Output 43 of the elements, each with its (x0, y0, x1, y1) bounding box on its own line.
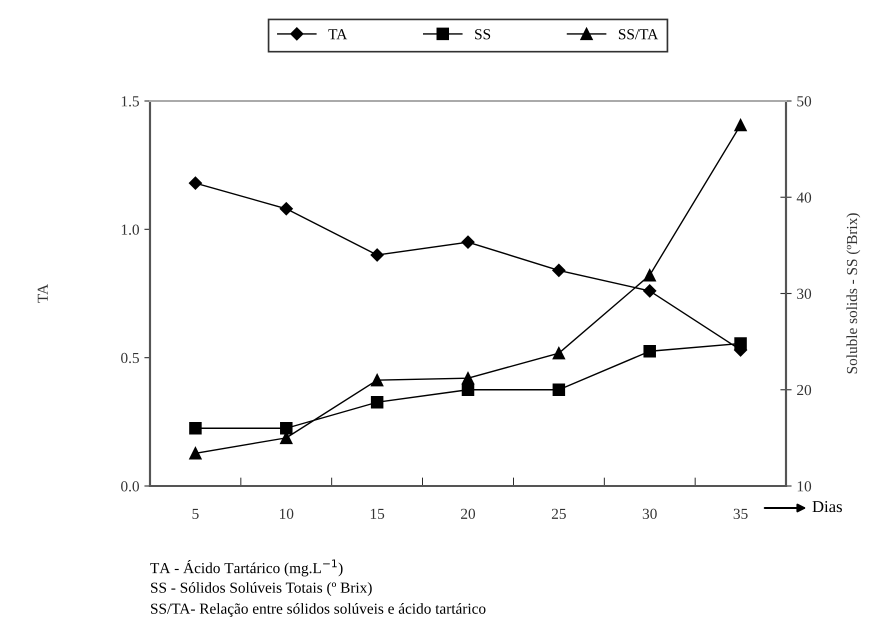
text: Dias (812, 500, 842, 512)
y-axis-title: TA (38, 284, 48, 303)
y-tick-label: 1.5 (122, 96, 139, 107)
point (461, 236, 475, 249)
point (643, 345, 656, 358)
x-tick-label: 35 (734, 508, 748, 519)
y2-tick-label: 10 (798, 481, 812, 492)
legend-label: TA (328, 29, 348, 40)
y-tick-label: 0.0 (121, 481, 139, 492)
point (280, 422, 293, 434)
point (189, 447, 202, 460)
y-tick-label: 0.5 (121, 352, 139, 364)
legend-label: SS (475, 29, 490, 40)
point (462, 372, 474, 384)
point (370, 248, 384, 262)
legend-label: SS/TA (618, 29, 658, 40)
point (552, 346, 566, 360)
point (643, 268, 656, 282)
y2-tick-label: 50 (797, 96, 812, 106)
x-tick-label: 30 (642, 508, 657, 519)
y2-axis-title: Soluble solids - SS (ºBrix) (846, 213, 860, 374)
point (552, 264, 566, 277)
text: TA - Ácido Tartárico (mg.L$^{−1}$) (150, 559, 343, 576)
point (188, 176, 202, 190)
x-tick-label: 15 (370, 508, 384, 519)
y2-tick-label: 20 (797, 384, 812, 396)
point (370, 374, 384, 386)
text: SS/TA- Relação entre sólidos solúveis e ácido tartárico (151, 603, 486, 617)
point (370, 396, 384, 409)
y-tick-label: 1.0 (122, 224, 139, 235)
x-tick-label: 20 (461, 508, 476, 519)
x-tick-label: 5 (192, 508, 199, 519)
y2-tick-label: 30 (797, 288, 812, 299)
point (643, 284, 656, 298)
point (189, 422, 202, 434)
y2-tick-label: 40 (796, 192, 812, 203)
point (734, 118, 747, 132)
point (280, 202, 293, 216)
text: SS - Sólidos Solúveis Totais (º Brix) (151, 582, 372, 596)
x-tick-label: 25 (552, 508, 566, 519)
point (552, 384, 566, 396)
x-tick-label: 10 (280, 508, 294, 519)
point (462, 384, 474, 396)
